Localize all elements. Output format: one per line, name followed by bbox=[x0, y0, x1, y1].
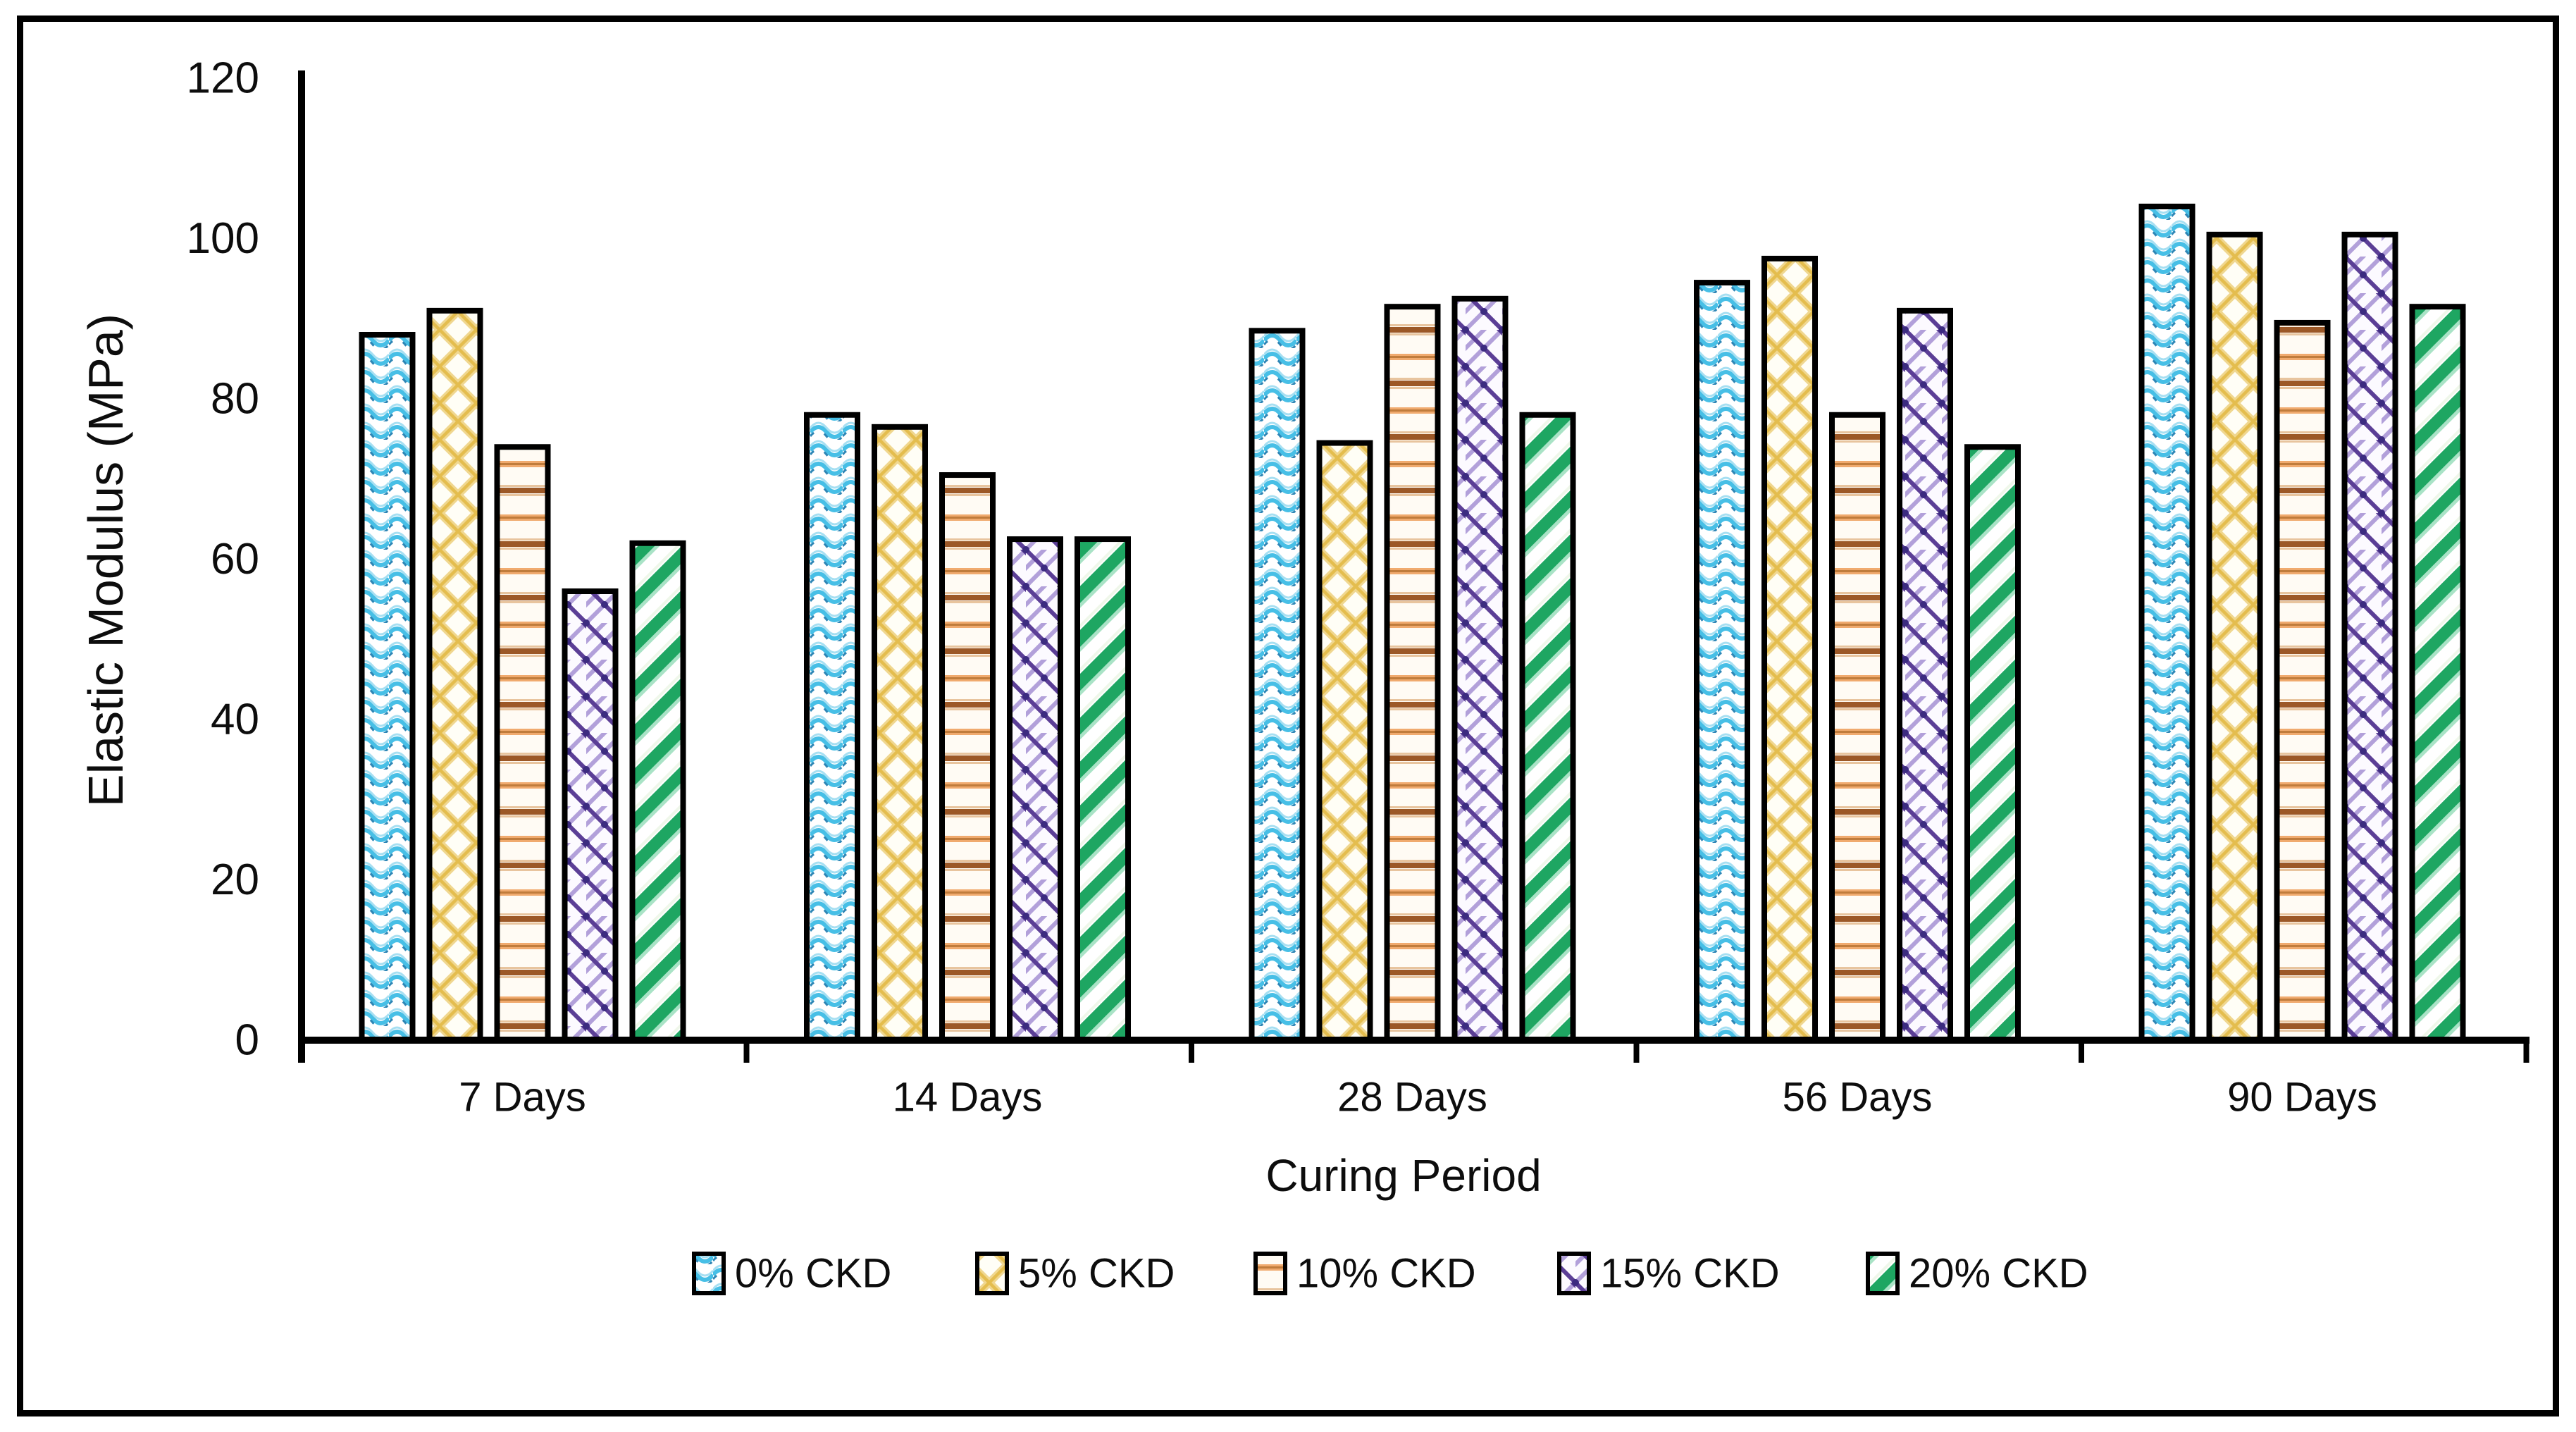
bar bbox=[562, 588, 619, 1043]
legend-label: 0% CKD bbox=[735, 1251, 891, 1297]
x-category-label: 90 Days bbox=[2227, 1075, 2377, 1121]
legend-key-15CKD bbox=[1557, 1252, 1591, 1295]
axes-layer bbox=[298, 70, 2529, 1063]
bar bbox=[2138, 204, 2196, 1043]
bar bbox=[2274, 319, 2331, 1043]
bar bbox=[1007, 536, 1063, 1043]
y-tick-label: 120 bbox=[187, 54, 259, 103]
y-axis-title: Elastic Modulus (MPa) bbox=[78, 314, 133, 807]
legend-key-10CKD bbox=[1253, 1252, 1287, 1295]
bars-layer bbox=[359, 204, 2466, 1043]
bar bbox=[939, 472, 996, 1043]
y-tick-label: 20 bbox=[211, 856, 259, 904]
bar bbox=[2206, 231, 2263, 1043]
x-axis-title: Curing Period bbox=[1265, 1150, 1541, 1201]
y-tick-label: 60 bbox=[211, 535, 259, 584]
bar bbox=[2409, 304, 2466, 1043]
bar bbox=[1075, 536, 1131, 1043]
legend-key-20CKD bbox=[1866, 1252, 1900, 1295]
x-category-label: 7 Days bbox=[459, 1075, 586, 1121]
legend: 0% CKD 5% CKD 10% CKD 15% CKD 20% CKD bbox=[692, 1251, 2088, 1297]
bar bbox=[1964, 444, 2021, 1043]
bar bbox=[426, 307, 483, 1043]
legend-label: 5% CKD bbox=[1018, 1251, 1175, 1297]
bar bbox=[1451, 295, 1509, 1043]
legend-label: 20% CKD bbox=[1909, 1251, 2088, 1297]
legend-key-5CKD bbox=[975, 1252, 1009, 1295]
bar bbox=[804, 412, 860, 1043]
y-tick-label: 80 bbox=[211, 375, 259, 424]
bar bbox=[1829, 412, 1885, 1043]
bar bbox=[1761, 255, 1818, 1043]
x-category-label: 28 Days bbox=[1337, 1075, 1487, 1121]
bar bbox=[1384, 304, 1441, 1043]
legend-key-0CKD bbox=[692, 1252, 726, 1295]
legend-label: 15% CKD bbox=[1600, 1251, 1780, 1297]
y-tick-label: 0 bbox=[235, 1016, 259, 1065]
bar bbox=[1897, 307, 1953, 1043]
bar bbox=[629, 540, 686, 1043]
x-category-label: 56 Days bbox=[1783, 1075, 1933, 1121]
bar bbox=[872, 424, 928, 1043]
bar bbox=[1519, 412, 1576, 1043]
bar bbox=[359, 332, 416, 1043]
bar bbox=[2341, 231, 2398, 1043]
bar bbox=[1316, 440, 1373, 1043]
bar bbox=[1694, 280, 1750, 1043]
y-tick-label: 40 bbox=[211, 696, 259, 744]
x-category-label: 14 Days bbox=[893, 1075, 1043, 1121]
figure-border bbox=[17, 16, 2559, 1416]
labels-layer: 0 20 40 60 80 100 120 7 Days 14 Days 28 Days 56 Da… bbox=[187, 54, 2377, 1121]
y-tick-label: 100 bbox=[187, 214, 259, 263]
bar bbox=[494, 444, 551, 1043]
bar bbox=[1249, 328, 1306, 1043]
legend-label: 10% CKD bbox=[1296, 1251, 1476, 1297]
